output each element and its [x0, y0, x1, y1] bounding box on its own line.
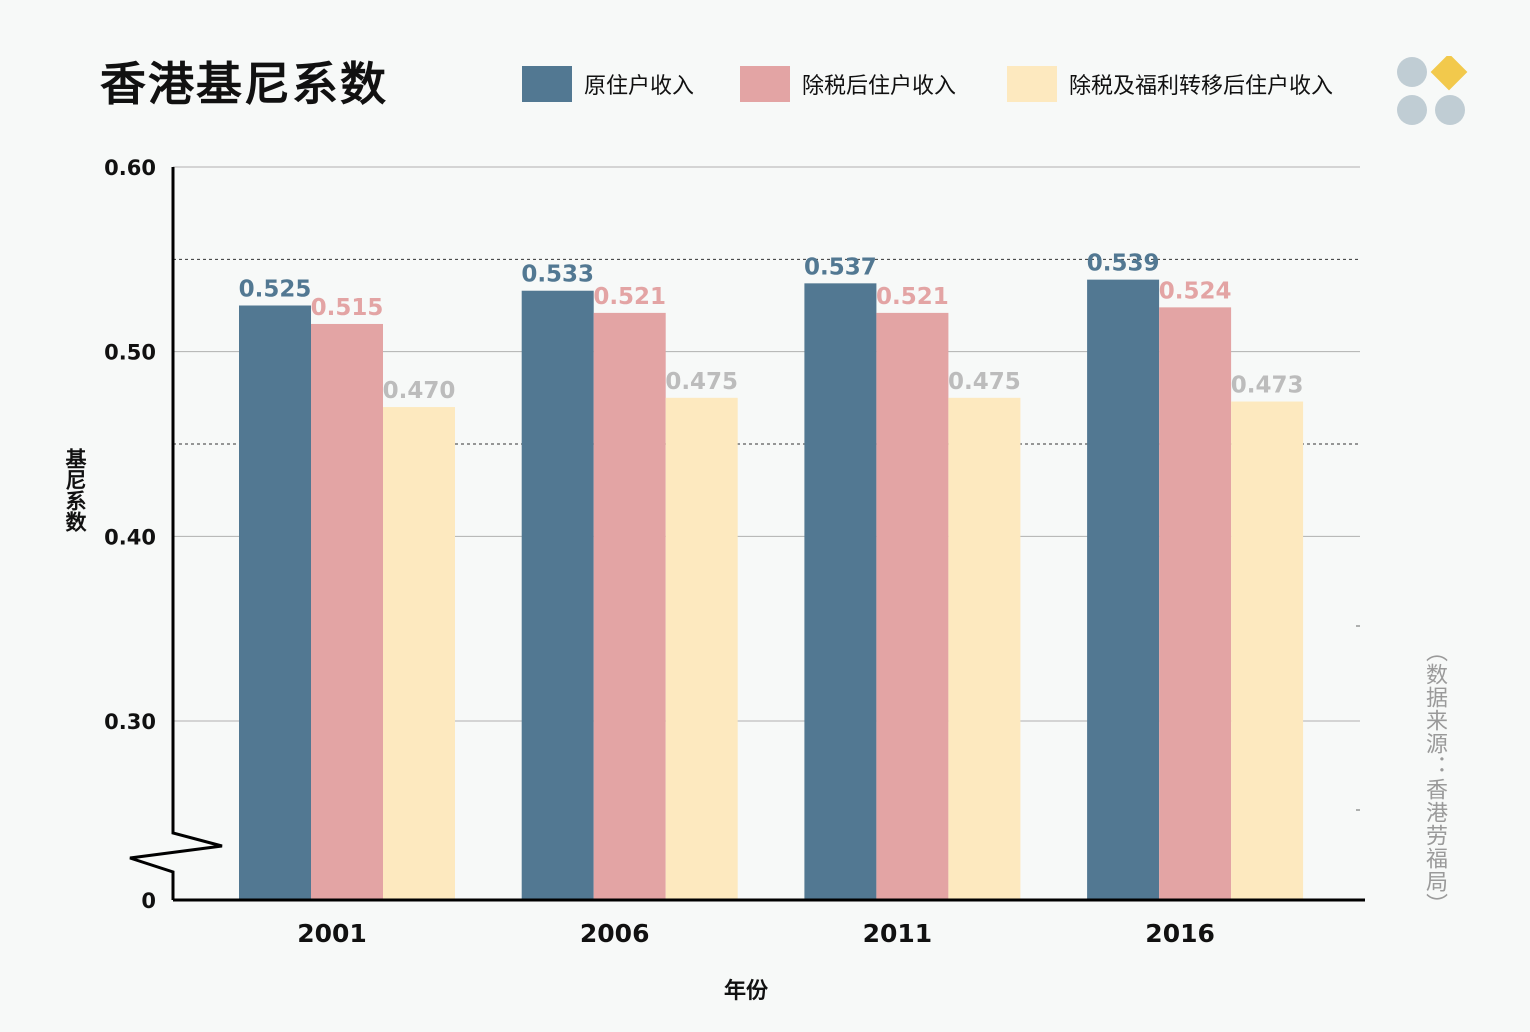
axes: 0 0.30 0.40 0.50 0.60 2001 2006 2011 2016: [104, 156, 1365, 948]
legend-swatch-original: [522, 66, 572, 102]
bar: [1231, 401, 1304, 900]
y-axis-title: 基尼系数: [63, 448, 87, 533]
bar: [1087, 279, 1160, 900]
legend-item-after-tax: 除税后住户收入: [740, 66, 956, 102]
bar: [521, 290, 594, 900]
bar: [1159, 307, 1232, 900]
bars: [239, 279, 1304, 901]
bar: [383, 407, 455, 900]
bar: [876, 312, 949, 900]
y-axis-line: [129, 167, 223, 900]
legend-label-after-transfer: 除税及福利转移后住户收入: [1069, 74, 1334, 99]
legend-item-original: 原住户收入: [522, 66, 694, 102]
y-tick-label: 0.40: [104, 525, 156, 549]
bar-value-label: 0.525: [239, 277, 312, 303]
bar: [948, 397, 1021, 900]
bar: [311, 323, 383, 900]
bar: [239, 305, 311, 900]
bar-value-label: 0.515: [311, 295, 384, 321]
legend-label-original: 原住户收入: [584, 74, 695, 99]
bar-value-label: 0.475: [665, 369, 738, 395]
legend-label-after-tax: 除税后住户收入: [802, 74, 957, 99]
legend-swatch-after-transfer: [1007, 66, 1057, 102]
x-tick-label: 2016: [1145, 919, 1215, 948]
y-tick-label: 0.60: [104, 156, 156, 180]
x-tick-label: 2001: [297, 919, 367, 948]
y-tick-label: 0.50: [104, 341, 156, 365]
legend-item-after-transfer: 除税及福利转移后住户收入: [1007, 66, 1333, 102]
x-tick-label: 2011: [863, 919, 933, 948]
data-labels: 0.5250.5150.4700.5330.5210.4750.5370.521…: [239, 251, 1304, 404]
bar: [665, 397, 738, 900]
bar-value-label: 0.521: [593, 284, 666, 310]
bar-value-label: 0.470: [383, 378, 456, 404]
x-tick-label: 2006: [580, 919, 650, 948]
bar-value-label: 0.537: [804, 254, 877, 280]
bar-value-label: 0.524: [1159, 278, 1232, 304]
x-axis-title: 年份: [724, 978, 769, 1004]
bar: [804, 283, 877, 901]
bar-value-label: 0.533: [521, 262, 594, 288]
bar-value-label: 0.473: [1231, 373, 1304, 399]
bar: [593, 312, 666, 900]
brand-logo-icon: [1397, 56, 1468, 125]
bar-value-label: 0.539: [1087, 251, 1160, 277]
y-tick-label: 0.30: [104, 710, 156, 734]
bar-value-label: 0.521: [876, 284, 949, 310]
legend-swatch-after-tax: [740, 66, 790, 102]
bar-value-label: 0.475: [948, 369, 1021, 395]
chart-title: 香港基尼系数: [100, 57, 388, 111]
source-note: （数据来源：香港劳福局）: [1422, 640, 1447, 916]
y-tick-label: 0: [141, 889, 156, 913]
